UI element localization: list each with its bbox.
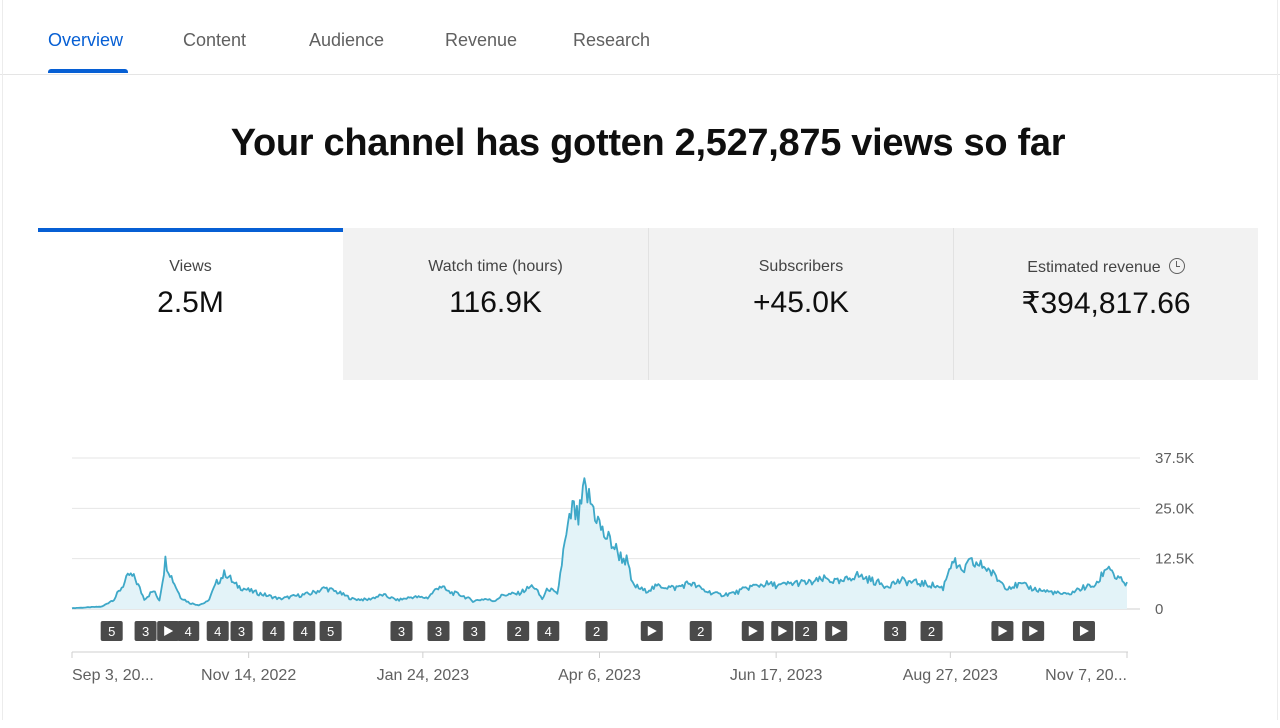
video-marker-count[interactable]: 4: [293, 621, 316, 641]
marker-count: 2: [697, 624, 704, 639]
clock-icon[interactable]: [1168, 258, 1185, 274]
video-marker-count[interactable]: 4: [262, 621, 285, 641]
y-tick-label: 37.5K: [1155, 450, 1194, 467]
play-icon: [748, 626, 758, 636]
video-marker-play[interactable]: [825, 621, 848, 641]
marker-count: 5: [327, 624, 334, 639]
video-marker-count[interactable]: 3: [134, 621, 157, 641]
video-marker-count[interactable]: 4: [537, 621, 560, 641]
video-marker-count[interactable]: 2: [920, 621, 943, 641]
marker-count: 2: [593, 624, 600, 639]
active-tab-indicator: [48, 69, 128, 73]
video-marker-play[interactable]: [640, 621, 663, 641]
play-icon: [1079, 626, 1089, 636]
play-icon: [998, 626, 1008, 636]
video-marker-count[interactable]: 3: [463, 621, 486, 641]
tab-overview[interactable]: Overview: [48, 30, 124, 50]
marker-count: 3: [471, 624, 478, 639]
x-tick-label: Apr 6, 2023: [558, 667, 641, 684]
x-tick-label: Sep 3, 20...: [72, 667, 154, 684]
tab-content[interactable]: Content: [183, 30, 247, 50]
video-marker-count[interactable]: 3: [230, 621, 253, 641]
video-marker-play[interactable]: [1022, 621, 1045, 641]
marker-count: 2: [802, 624, 809, 639]
play-icon: [647, 626, 657, 636]
y-tick-label: 0: [1155, 601, 1163, 618]
video-marker-count[interactable]: 2: [795, 621, 818, 641]
video-marker-count[interactable]: 2: [585, 621, 608, 641]
video-marker-count[interactable]: 5: [319, 621, 342, 641]
video-marker-count[interactable]: 4: [177, 621, 200, 641]
page-left-border: [2, 0, 3, 720]
marker-count: 4: [185, 624, 192, 639]
metric-value: 2.5M: [157, 286, 224, 319]
video-marker-play[interactable]: [157, 621, 180, 641]
play-icon: [832, 626, 842, 636]
marker-count: 3: [142, 624, 149, 639]
y-tick-label: 12.5K: [1155, 551, 1194, 568]
marker-count: 5: [108, 624, 115, 639]
video-marker-play[interactable]: [991, 621, 1014, 641]
x-tick-label: Jun 17, 2023: [730, 667, 823, 684]
metric-label-wrap: Estimated revenue: [954, 258, 1258, 277]
metric-estimated-revenue[interactable]: Estimated revenue ₹394,817.66: [953, 228, 1258, 380]
metric-subscribers[interactable]: Subscribers +45.0K: [648, 228, 953, 380]
overview-card: Views 2.5M Watch time (hours) 116.9K Sub…: [38, 228, 1258, 728]
page-right-border: [1277, 0, 1278, 720]
metric-watch-time[interactable]: Watch time (hours) 116.9K: [343, 228, 648, 380]
x-tick-label: Aug 27, 2023: [903, 667, 998, 684]
tab-audience[interactable]: Audience: [309, 30, 385, 50]
metric-label: Subscribers: [758, 258, 844, 275]
video-marker-count[interactable]: 3: [884, 621, 907, 641]
play-icon: [1029, 626, 1039, 636]
views-series-line: [71, 477, 1128, 610]
marker-count: 2: [515, 624, 522, 639]
video-marker-count[interactable]: 3: [390, 621, 413, 641]
video-marker-play[interactable]: [741, 621, 764, 641]
marker-count: 4: [301, 624, 308, 639]
marker-count: 3: [435, 624, 442, 639]
metric-value: 116.9K: [449, 286, 542, 319]
marker-count: 2: [928, 624, 935, 639]
metric-tabs: Views 2.5M Watch time (hours) 116.9K Sub…: [38, 228, 1258, 380]
marker-count: 3: [398, 624, 405, 639]
marker-count: 4: [214, 624, 221, 639]
video-marker-count[interactable]: 2: [507, 621, 530, 641]
metric-label: Estimated revenue: [1027, 259, 1161, 276]
video-marker-count[interactable]: 2: [689, 621, 712, 641]
video-marker-play[interactable]: [771, 621, 794, 641]
selected-metric-indicator: [38, 228, 343, 232]
metric-label: Watch time (hours): [428, 258, 563, 275]
play-icon: [164, 626, 174, 636]
video-marker-count[interactable]: 5: [100, 621, 123, 641]
views-area-fill: [72, 478, 1127, 609]
x-tick-label: Nov 7, 20...: [1045, 667, 1127, 684]
marker-count: 3: [238, 624, 245, 639]
x-tick-label: Jan 24, 2023: [377, 667, 470, 684]
marker-count: 3: [892, 624, 899, 639]
tab-research[interactable]: Research: [573, 30, 651, 50]
metric-value: ₹394,817.66: [1021, 287, 1191, 320]
analytics-tabs: Overview Content Audience Revenue Resear…: [0, 0, 1280, 75]
video-marker-play[interactable]: [1072, 621, 1095, 641]
metric-label: Views: [169, 258, 212, 275]
metric-views[interactable]: Views 2.5M: [38, 228, 343, 380]
tab-revenue[interactable]: Revenue: [445, 30, 518, 50]
y-tick-label: 25.0K: [1155, 500, 1194, 517]
play-icon: [778, 626, 788, 636]
video-marker-count[interactable]: 4: [206, 621, 229, 641]
marker-count: 4: [270, 624, 277, 639]
metric-value: +45.0K: [753, 286, 849, 319]
x-tick-label: Nov 14, 2022: [201, 667, 296, 684]
video-marker-count[interactable]: 3: [427, 621, 450, 641]
page-headline: Your channel has gotten 2,527,875 views …: [230, 122, 1066, 164]
marker-count: 4: [545, 624, 552, 639]
